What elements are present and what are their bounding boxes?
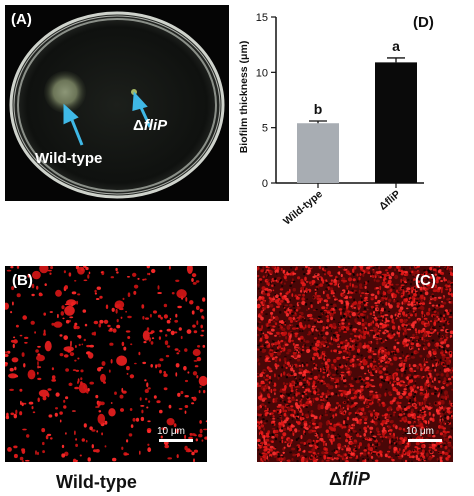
panel-d-chart: Biofilm thickness (μm) 0 5 10 15 b Wild-type a… (229, 0, 474, 240)
panel-c-tag: (C) (415, 272, 436, 289)
wild-type-label: Wild-type (35, 150, 103, 167)
biofilm-bar-chart: Biofilm thickness (μm) 0 5 10 15 b Wild-type a… (238, 12, 424, 228)
y-tick-label: 15 (256, 12, 268, 24)
red-fluorescence-pattern (257, 266, 453, 462)
panel-c-microscopy: (C) 10 μm (257, 266, 453, 462)
caption-wild-type: Wild-type (56, 472, 137, 492)
mutant-biofilm-image (257, 266, 453, 462)
panel-b-tag: (B) (12, 272, 33, 289)
panel-b-microscopy: (B) 10 μm (5, 266, 207, 462)
bar (375, 62, 417, 183)
y-tick-label: 5 (262, 123, 268, 135)
mutant-label: ΔfliP (133, 117, 168, 134)
red-fluorescence-pattern (257, 266, 453, 462)
petri-dish-photo (5, 5, 229, 201)
significance-letter: b (314, 101, 323, 117)
y-tick-label: 0 (262, 178, 268, 190)
significance-letter: a (392, 38, 400, 54)
arrow-icon (63, 91, 152, 146)
panel-a-petri-dish: (A) Wild-type ΔfliP (5, 5, 229, 201)
wild-type-colony (44, 71, 86, 113)
chart-y-label: Biofilm thickness (μm) (238, 41, 250, 154)
bar (297, 123, 339, 183)
scale-label: 10 μm (157, 426, 185, 437)
panel-d-tag: (D) (413, 14, 434, 31)
scale-bar (408, 439, 442, 442)
x-tick-label: Wild-type (281, 188, 325, 228)
panel-a-tag: (A) (11, 11, 32, 28)
red-fluorescence-pattern (5, 266, 207, 426)
x-tick-label: ΔfliP (377, 188, 403, 213)
scale-bar (159, 439, 193, 442)
scale-label: 10 μm (406, 426, 434, 437)
wild-type-biofilm-image (5, 266, 207, 462)
caption-mutant: ΔfliP (329, 469, 370, 489)
y-tick-label: 10 (256, 67, 268, 79)
